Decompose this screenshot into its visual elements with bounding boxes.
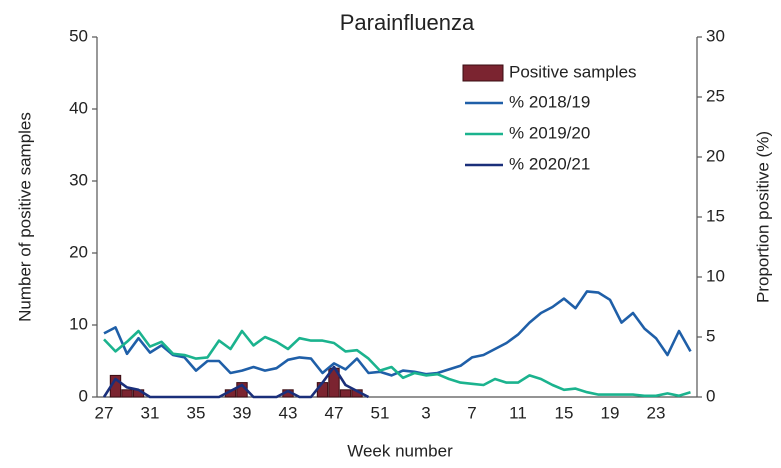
legend-label: Positive samples xyxy=(509,62,637,81)
x-tick-label: 27 xyxy=(95,403,114,422)
y2-tick-label: 10 xyxy=(706,266,725,285)
y2-tick-label: 25 xyxy=(706,86,725,105)
x-tick-label: 23 xyxy=(647,403,666,422)
x-tick-label: 51 xyxy=(371,403,390,422)
bar xyxy=(339,389,352,398)
y2-tick-label: 0 xyxy=(706,386,715,405)
x-tick-label: 35 xyxy=(187,403,206,422)
x-tick-label: 39 xyxy=(233,403,252,422)
line xyxy=(103,290,692,377)
legend-label: % 2020/21 xyxy=(509,154,590,173)
bar xyxy=(121,389,133,398)
x-tick-label: 11 xyxy=(509,403,527,422)
line xyxy=(102,365,370,399)
legend-label: % 2019/20 xyxy=(509,123,590,142)
y-tick-label: 20 xyxy=(69,242,88,261)
x-tick-label: 47 xyxy=(325,403,344,422)
x-axis-title: Week number xyxy=(347,441,453,460)
legend-label: % 2018/19 xyxy=(509,92,590,111)
y2-tick-label: 30 xyxy=(706,26,725,45)
x-tick-label: 43 xyxy=(279,403,298,422)
y-tick-label: 50 xyxy=(69,26,88,45)
bar xyxy=(316,382,329,398)
line xyxy=(103,329,691,398)
y2-tick-label: 15 xyxy=(706,206,725,225)
y-tick-label: 40 xyxy=(69,98,88,117)
y2-tick-label: 20 xyxy=(706,146,725,165)
x-tick-label: 19 xyxy=(601,403,620,422)
x-tick-label: 15 xyxy=(555,403,574,422)
x-tick-label: 7 xyxy=(467,403,476,422)
y-tick-label: 0 xyxy=(79,386,88,405)
x-tick-label: 3 xyxy=(421,403,430,422)
legend-swatch xyxy=(462,64,504,82)
x-tick-label: 31 xyxy=(141,403,160,422)
y-tick-label: 30 xyxy=(69,170,88,189)
y-tick-label: 10 xyxy=(69,314,88,333)
y2-axis-title: Proportion positive (%) xyxy=(753,131,772,303)
chart-title: Parainfluenza xyxy=(340,10,475,35)
y-axis-title: Number of positive samples xyxy=(15,112,34,322)
y2-tick-label: 5 xyxy=(706,326,715,345)
